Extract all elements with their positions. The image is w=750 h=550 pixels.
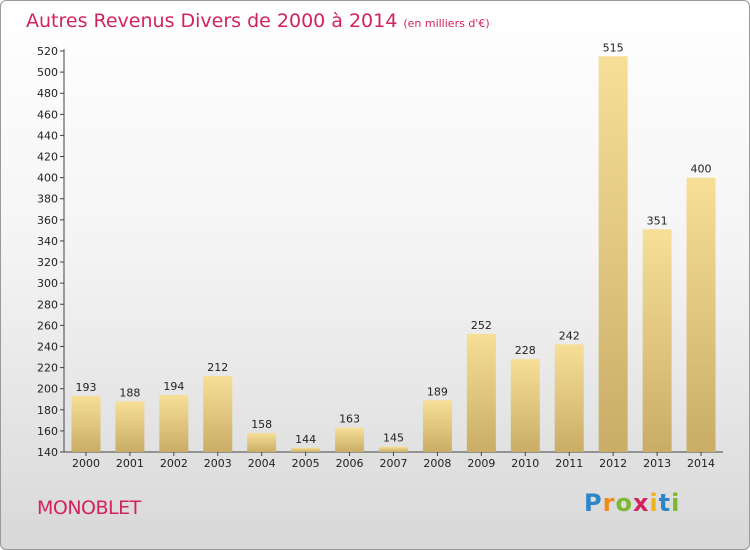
logo-letter: t [658,489,672,517]
logo-letter: i [649,489,659,517]
logo-letter: i [671,489,681,517]
x-tick-label: 2010 [511,457,539,470]
y-tick-label: 140 [37,446,58,459]
bar [335,427,365,452]
data-label: 194 [163,380,184,393]
bar [422,400,452,452]
x-tick-label: 2002 [160,457,188,470]
data-label: 228 [515,344,536,357]
logo-letter: o [615,489,633,517]
y-tick-label: 420 [37,151,58,164]
y-tick-label: 280 [37,298,58,311]
bar [203,376,233,452]
x-tick-label: 2011 [555,457,583,470]
x-tick-label: 2006 [336,457,364,470]
x-tick-label: 2014 [687,457,715,470]
bar [466,333,496,452]
y-tick-label: 320 [37,256,58,269]
logo-letter: x [632,489,650,517]
x-tick-label: 2012 [599,457,627,470]
bar [291,447,321,452]
y-tick-label: 340 [37,235,58,248]
x-tick-label: 2000 [72,457,100,470]
bar [247,433,277,452]
bar [510,359,540,452]
chart-unit-note: (en milliers d'€) [403,17,490,30]
x-tick-label: 2013 [643,457,671,470]
data-label: 515 [603,41,624,54]
y-tick-label: 220 [37,362,58,375]
logo-letter: r [602,489,616,517]
x-tick-label: 2004 [248,457,276,470]
data-label: 351 [647,214,668,227]
data-label: 188 [119,386,140,399]
x-tick-label: 2007 [380,457,408,470]
x-tick-label: 2009 [467,457,495,470]
x-tick-label: 2001 [116,457,144,470]
bar [642,229,672,452]
data-label: 193 [75,381,96,394]
bar [686,177,716,452]
y-tick-label: 260 [37,319,58,332]
bar [71,396,101,452]
commune-name: MONOBLET [37,497,141,519]
data-label: 145 [383,432,404,445]
y-tick-label: 520 [37,45,58,58]
data-label: 212 [207,361,228,374]
bar [598,56,628,453]
data-label: 158 [251,418,272,431]
y-tick-label: 300 [37,277,58,290]
bar [159,395,189,452]
y-tick-label: 160 [37,425,58,438]
y-tick-label: 480 [37,87,58,100]
y-tick-label: 380 [37,193,58,206]
x-tick-label: 2008 [423,457,451,470]
y-tick-label: 440 [37,129,58,142]
y-tick-label: 360 [37,214,58,227]
y-tick-label: 500 [37,66,58,79]
x-tick-label: 2005 [292,457,320,470]
x-tick-label: 2003 [204,457,232,470]
data-label: 189 [427,385,448,398]
logo-letter: P [584,489,603,517]
y-tick-label: 240 [37,340,58,353]
y-tick-label: 200 [37,383,58,396]
data-label: 144 [295,433,316,446]
bar [554,344,584,452]
y-tick-label: 460 [37,108,58,121]
bar [379,446,408,452]
y-tick-label: 180 [37,404,58,417]
bar [115,401,145,452]
data-label: 163 [339,413,360,426]
data-label: 242 [559,329,580,342]
y-tick-label: 400 [37,172,58,185]
data-label: 400 [691,163,712,176]
chart-title: Autres Revenus Divers de 2000 à 2014 (en … [26,10,490,32]
data-label: 252 [471,319,492,332]
proxiti-logo: Proxiti [584,489,680,517]
